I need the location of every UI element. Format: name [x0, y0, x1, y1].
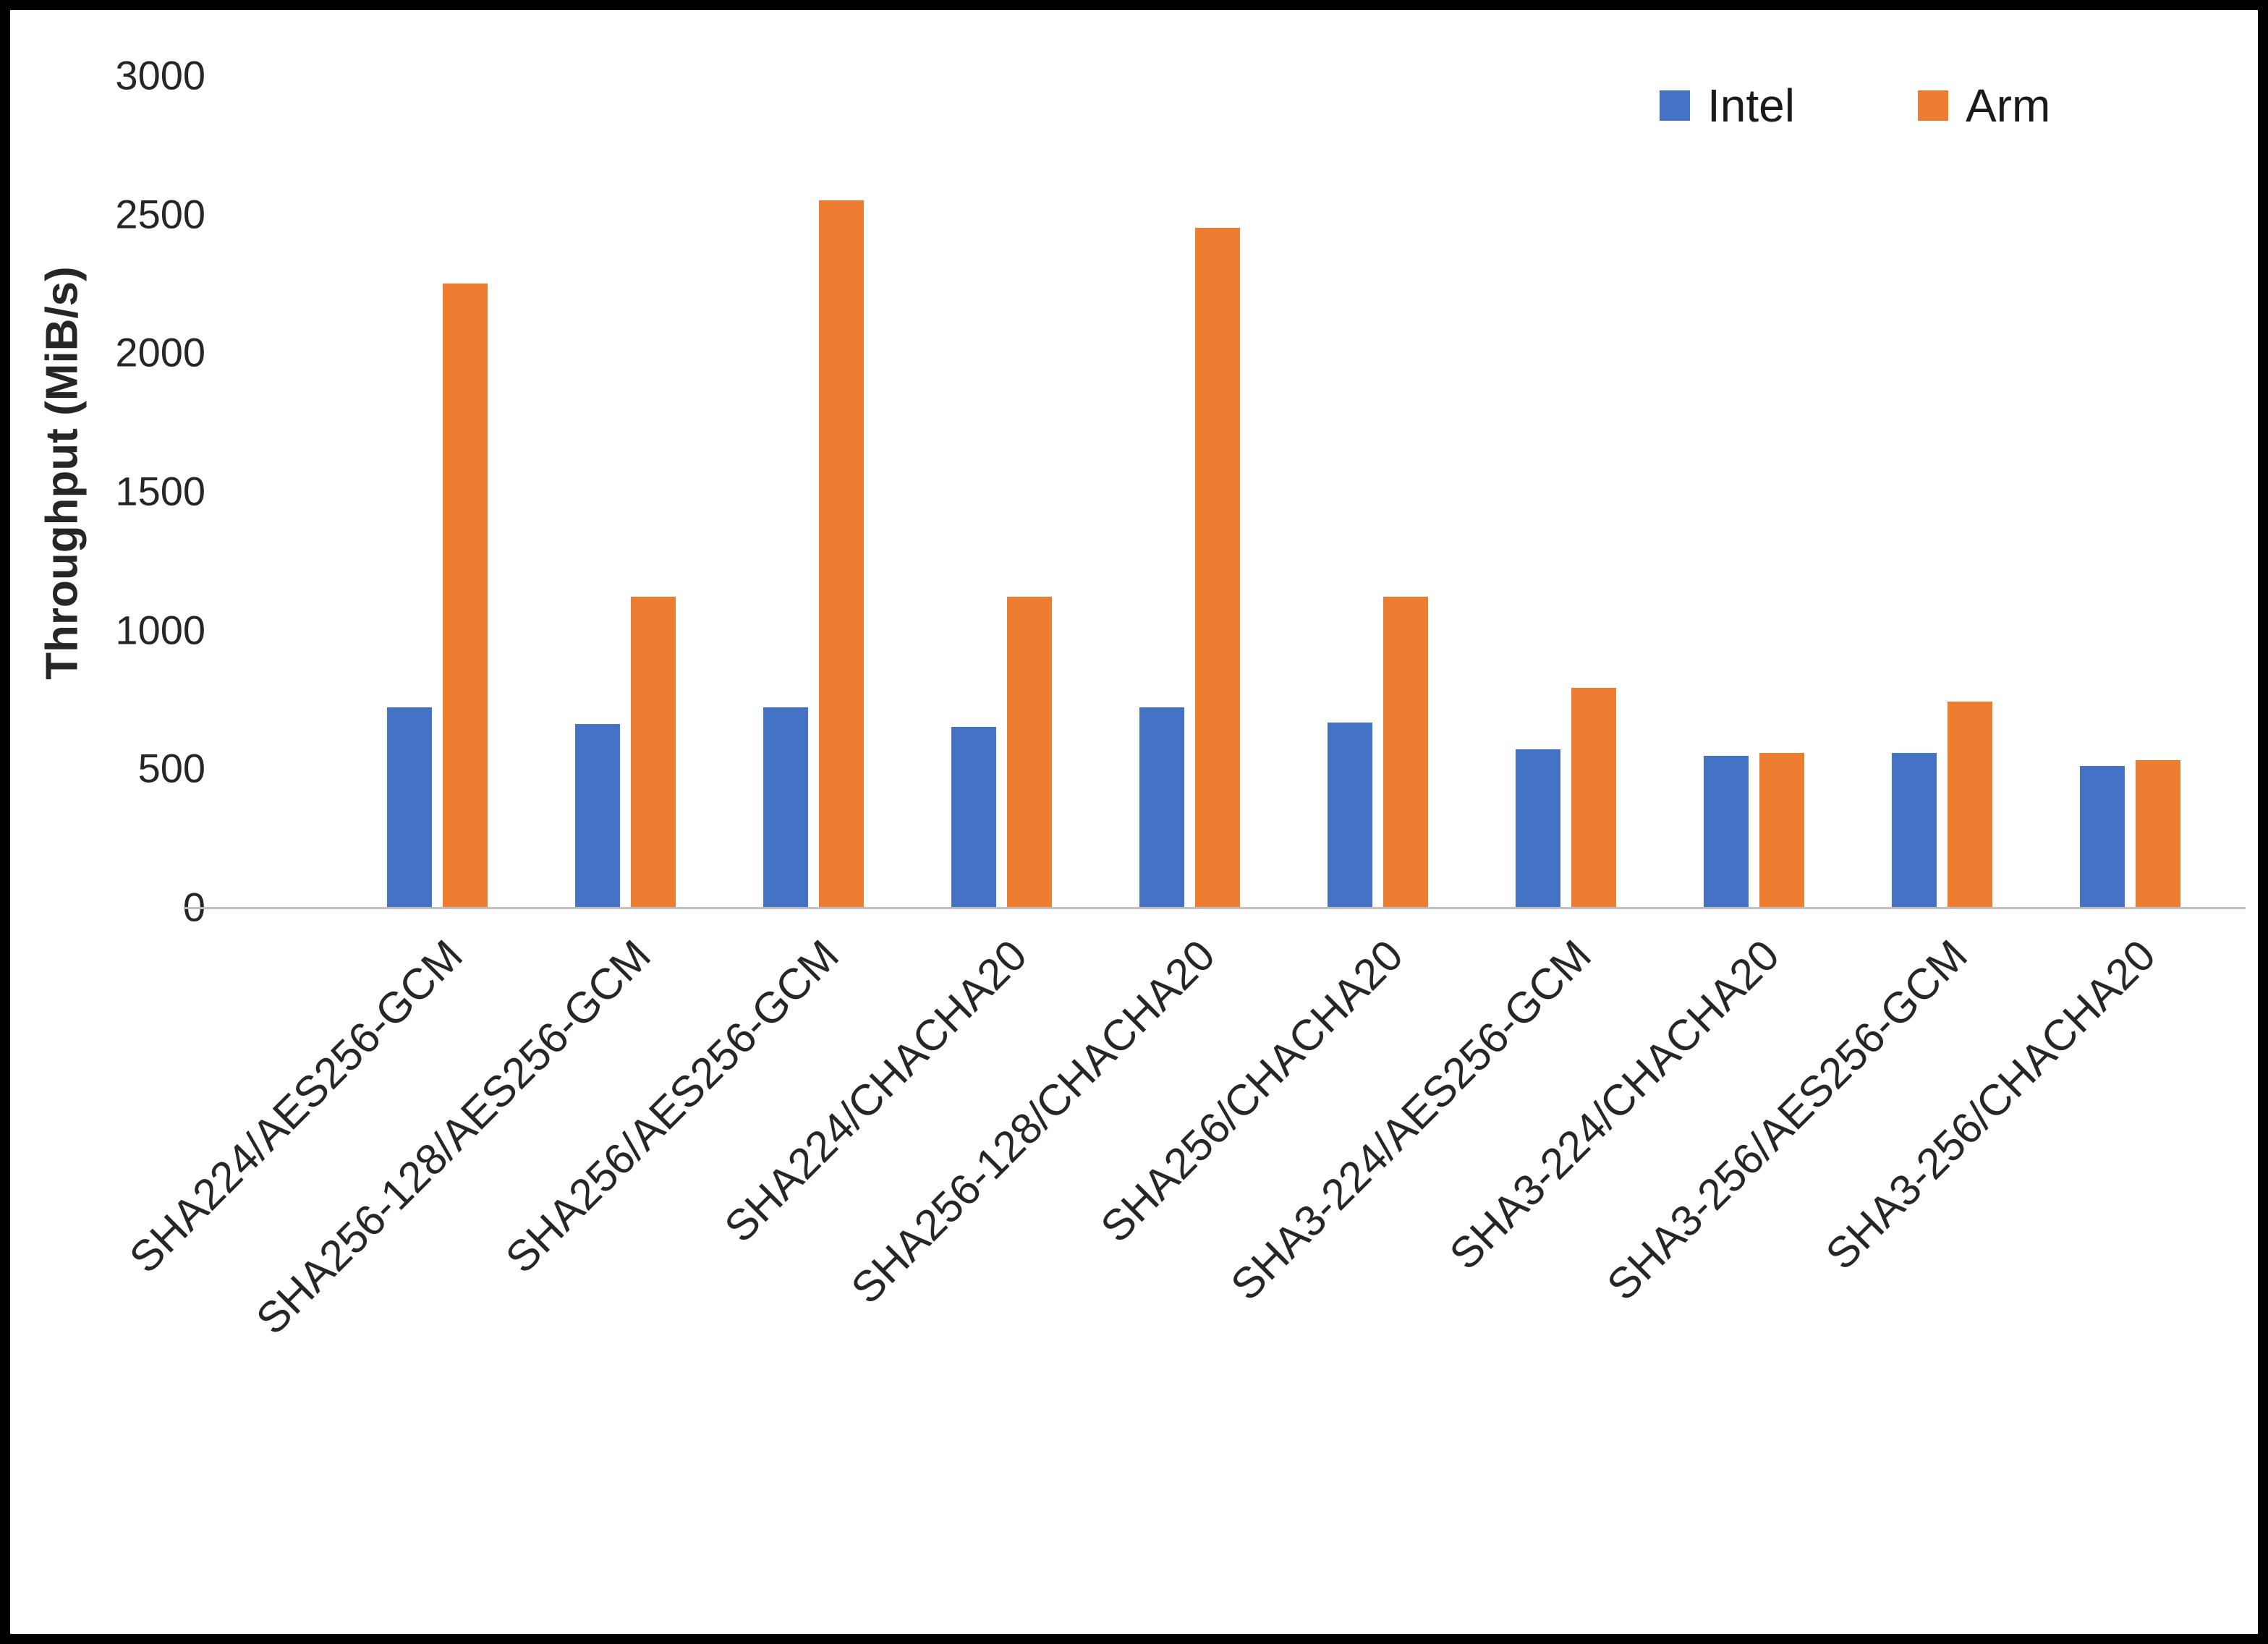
bar-arm	[1947, 702, 1992, 907]
category-label: SHA224/CHACHA20	[715, 930, 1037, 1252]
bar-arm	[442, 283, 488, 907]
bar-group	[1891, 75, 1992, 907]
category-label: SHA3-224/CHACHA20	[1440, 930, 1789, 1279]
bar-group	[1703, 75, 1804, 907]
legend-item-intel: Intel	[1660, 79, 1795, 132]
bar-arm	[1759, 753, 1804, 907]
y-tick-label: 1000	[115, 607, 205, 653]
bar-intel	[763, 707, 808, 907]
bar-intel	[574, 724, 620, 907]
bar-group	[763, 75, 864, 907]
category-label: SHA256/AES256-GCM	[496, 930, 849, 1282]
bar-intel	[1891, 753, 1937, 907]
y-tick-label: 1500	[115, 468, 205, 514]
bar-group	[386, 75, 488, 907]
y-axis-ticks: 0 500 1000 1500 2000 2500 3000	[61, 53, 205, 930]
bar-intel	[951, 726, 996, 907]
bar-group	[1139, 75, 1240, 907]
x-axis-labels: SHA224/AES256-GCM SHA256-128/AES256-GCM SH…	[120, 930, 2224, 1523]
plot-area	[343, 75, 2224, 907]
bar-group	[951, 75, 1052, 907]
category-label: SHA3-256/AES256-GCM	[1597, 930, 1977, 1310]
bar-group	[1515, 75, 1616, 907]
bar-group	[2079, 75, 2180, 907]
y-tick-label: 500	[137, 745, 205, 791]
bar-arm	[1006, 596, 1052, 907]
bar-intel	[1515, 749, 1560, 907]
category-label: SHA256-128/AES256-GCM	[247, 930, 661, 1344]
category-label: SHA3-224/AES256-GCM	[1221, 930, 1601, 1310]
x-axis-line	[184, 907, 2246, 909]
legend-item-arm: Arm	[1917, 79, 2051, 132]
y-tick-label: 2500	[115, 191, 205, 237]
bar-arm	[1383, 596, 1428, 907]
bar-intel	[1139, 707, 1184, 907]
bar-intel	[1703, 756, 1749, 907]
category-label: SHA3-256/CHACHA20	[1816, 930, 2165, 1279]
legend-label: Intel	[1707, 80, 1795, 132]
legend: Intel Arm	[1660, 79, 2050, 132]
bar-intel	[386, 707, 432, 907]
category-label: SHA256/CHACHA20	[1091, 930, 1413, 1252]
bar-arm	[1194, 227, 1240, 907]
category-label: SHA256-128/CHACHA20	[841, 930, 1225, 1313]
legend-swatch-icon	[1917, 90, 1948, 121]
y-tick-label: 2000	[115, 329, 205, 375]
category-label: SHA224/AES256-GCM	[120, 930, 472, 1282]
legend-swatch-icon	[1660, 90, 1690, 121]
bar-arm	[818, 200, 864, 907]
y-tick-label: 3000	[115, 52, 205, 98]
bar-intel	[1327, 723, 1372, 907]
bar-group	[574, 75, 676, 907]
legend-label: Arm	[1965, 80, 2051, 132]
bar-arm	[2135, 759, 2180, 907]
bar-group	[1327, 75, 1428, 907]
bar-arm	[1571, 688, 1616, 907]
bar-arm	[630, 596, 676, 907]
bar-intel	[2079, 765, 2125, 907]
